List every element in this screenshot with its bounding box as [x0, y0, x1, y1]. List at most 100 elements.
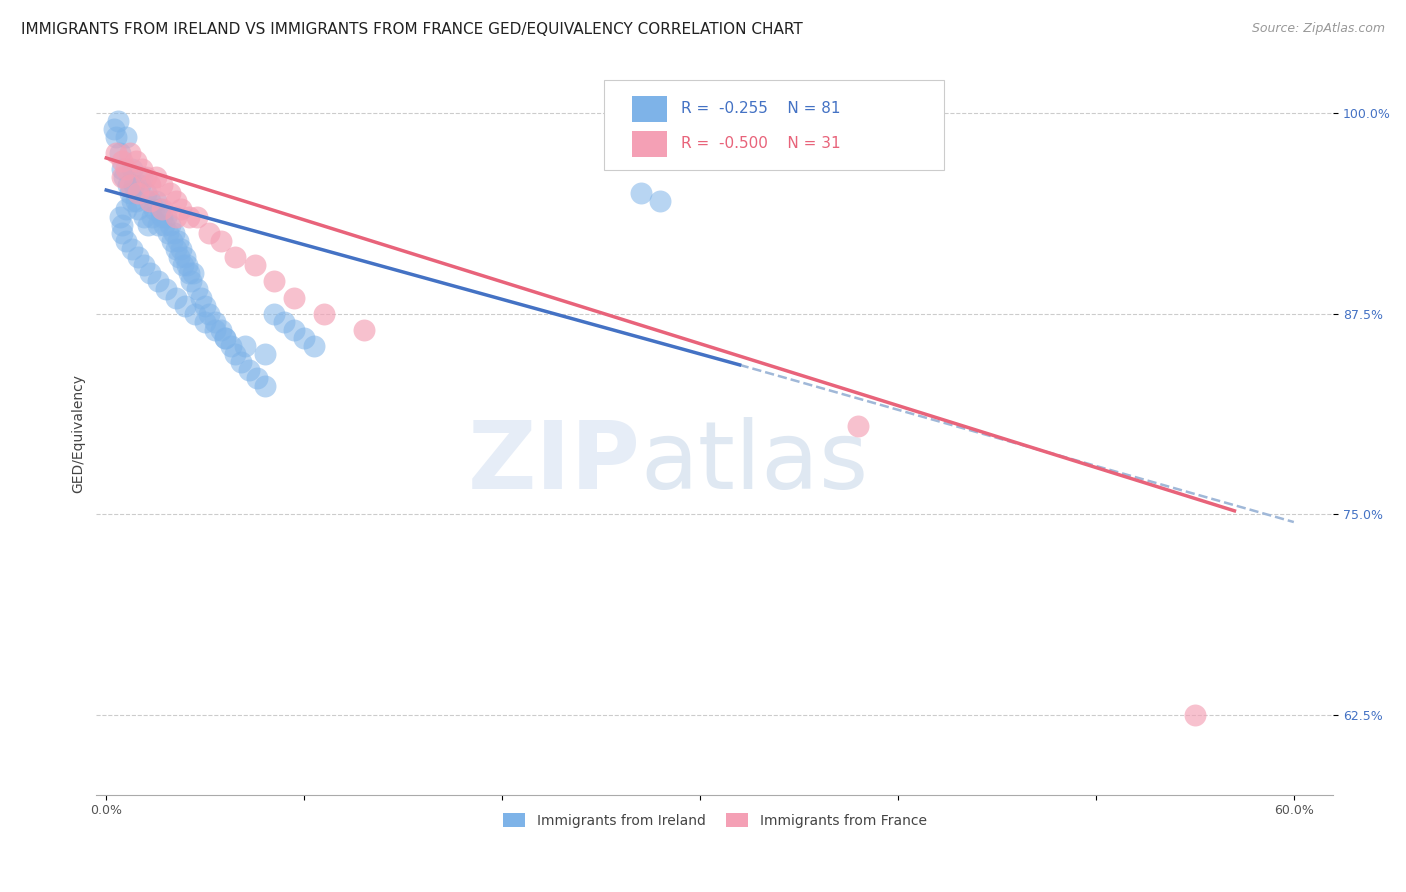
Point	[263, 307, 285, 321]
Point	[159, 186, 181, 201]
Point	[118, 146, 141, 161]
Point	[353, 322, 375, 336]
Point	[186, 211, 208, 225]
Point	[162, 227, 184, 241]
Text: R =  -0.255    N = 81: R = -0.255 N = 81	[682, 101, 841, 116]
Point	[121, 243, 143, 257]
Point	[139, 267, 162, 281]
Point	[108, 146, 131, 161]
Point	[246, 370, 269, 384]
Point	[115, 130, 138, 145]
Point	[165, 194, 187, 209]
FancyBboxPatch shape	[603, 80, 943, 170]
Point	[132, 211, 155, 225]
Point	[112, 170, 135, 185]
Point	[103, 122, 125, 136]
Point	[115, 235, 138, 249]
Point	[204, 315, 226, 329]
Point	[125, 154, 148, 169]
Point	[127, 251, 149, 265]
Point	[142, 202, 165, 217]
Point	[214, 330, 236, 344]
Point	[127, 202, 149, 217]
Point	[209, 235, 232, 249]
Point	[121, 162, 143, 177]
Point	[117, 178, 139, 193]
Point	[115, 202, 138, 217]
Point	[128, 178, 150, 193]
Point	[214, 330, 236, 344]
Point	[219, 338, 242, 352]
Text: Source: ZipAtlas.com: Source: ZipAtlas.com	[1251, 22, 1385, 36]
Point	[107, 114, 129, 128]
Point	[149, 202, 172, 217]
Point	[229, 354, 252, 368]
Point	[135, 186, 157, 201]
Point	[150, 211, 173, 225]
Point	[125, 194, 148, 209]
Point	[176, 259, 198, 273]
Point	[155, 211, 177, 225]
Point	[108, 211, 131, 225]
Point	[146, 275, 169, 289]
Point	[174, 299, 197, 313]
Point	[179, 211, 201, 225]
Point	[172, 259, 194, 273]
Point	[159, 219, 181, 233]
Point	[198, 227, 221, 241]
Point	[630, 186, 652, 201]
Point	[166, 235, 188, 249]
Point	[145, 170, 167, 185]
Text: ZIP: ZIP	[468, 417, 641, 508]
Point	[848, 418, 870, 433]
Point	[312, 307, 335, 321]
Point	[111, 162, 134, 177]
FancyBboxPatch shape	[631, 95, 666, 121]
Point	[650, 194, 672, 209]
Point	[155, 283, 177, 297]
Point	[145, 194, 167, 209]
Y-axis label: GED/Equivalency: GED/Equivalency	[72, 375, 86, 493]
Point	[183, 267, 205, 281]
Point	[122, 178, 145, 193]
Point	[233, 338, 256, 352]
Point	[184, 307, 207, 321]
Point	[131, 162, 153, 177]
Point	[111, 170, 134, 185]
Point	[224, 346, 246, 360]
Point	[146, 219, 169, 233]
Point	[115, 162, 138, 177]
Point	[194, 315, 217, 329]
Point	[186, 283, 208, 297]
Point	[292, 330, 315, 344]
Point	[1184, 707, 1206, 722]
Point	[111, 154, 134, 169]
Point	[180, 275, 202, 289]
Point	[141, 211, 163, 225]
Point	[253, 346, 276, 360]
Text: atlas: atlas	[641, 417, 869, 508]
Point	[253, 378, 276, 392]
Point	[174, 251, 197, 265]
Point	[273, 315, 295, 329]
Text: IMMIGRANTS FROM IRELAND VS IMMIGRANTS FROM FRANCE GED/EQUIVALENCY CORRELATION CH: IMMIGRANTS FROM IRELAND VS IMMIGRANTS FR…	[21, 22, 803, 37]
Point	[224, 251, 246, 265]
Point	[169, 251, 191, 265]
Point	[152, 219, 174, 233]
FancyBboxPatch shape	[631, 130, 666, 157]
Point	[209, 322, 232, 336]
Point	[160, 235, 183, 249]
Point	[204, 322, 226, 336]
Legend: Immigrants from Ireland, Immigrants from France: Immigrants from Ireland, Immigrants from…	[496, 806, 934, 835]
Point	[111, 219, 134, 233]
Point	[135, 170, 157, 185]
Point	[127, 186, 149, 201]
Point	[139, 194, 162, 209]
Point	[283, 322, 305, 336]
Point	[238, 362, 260, 376]
Point	[139, 194, 162, 209]
Point	[198, 307, 221, 321]
Point	[170, 202, 193, 217]
Point	[194, 299, 217, 313]
Point	[132, 259, 155, 273]
